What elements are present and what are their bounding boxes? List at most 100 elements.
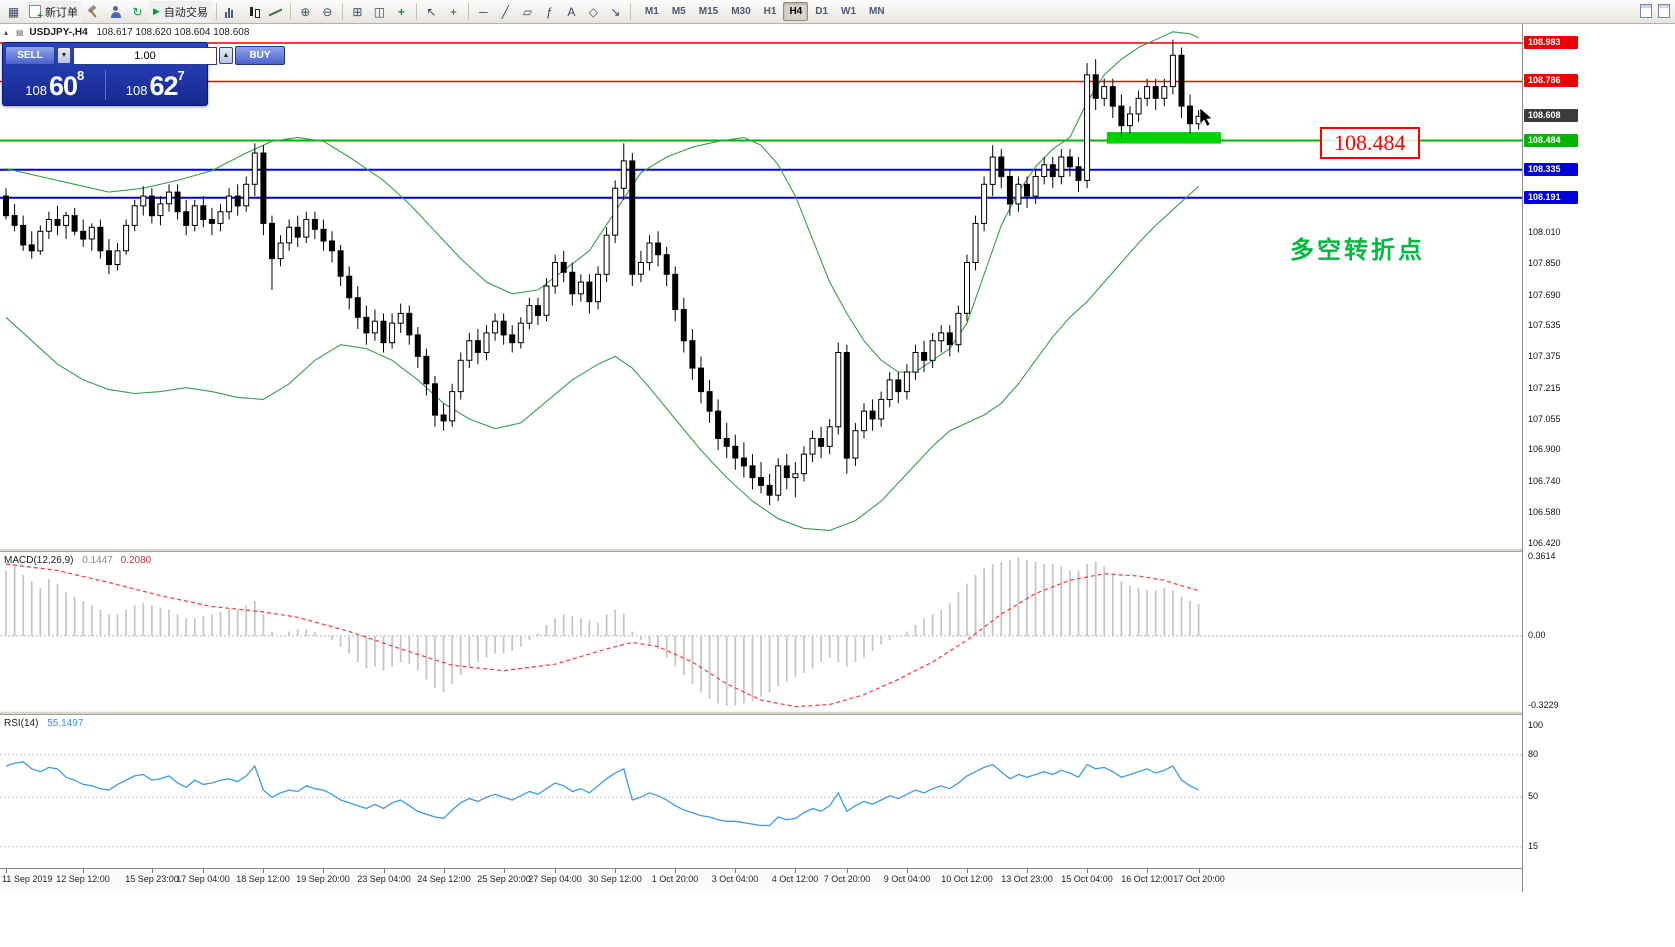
timeframe-button-MN[interactable]: MN [869,6,885,17]
timeframe-button-M30[interactable]: M30 [731,6,751,17]
time-label: 17 Oct 20:00 [1173,874,1225,884]
timeframe-group: M1 M5 M15 M30 H1 H4 D1 W1 MN [639,2,891,21]
buy-button[interactable]: BUY [235,46,285,65]
price-scale[interactable]: 108.010 107.850 107.690 107.535 107.375 107.2… [1522,24,1578,892]
symbol-icon: ▤ [16,28,24,37]
hammer-icon [87,5,100,18]
price-scale-tick: 107.375 [1528,351,1561,362]
rsi-svg[interactable] [0,715,1522,868]
time-tick [83,869,84,873]
toolbar-separator [467,3,469,20]
time-tick [152,869,153,873]
tile-windows-button[interactable]: ◫ [373,4,386,19]
trendline-tool-button[interactable]: ╱ [501,4,510,19]
time-tick [847,869,848,873]
crosshair-tool-button[interactable]: + [449,4,457,19]
channel-tool-button[interactable]: ▱ [522,4,533,19]
timeframe-button-M5[interactable]: M5 [671,6,686,17]
time-tick [615,869,616,873]
volume-input[interactable] [73,46,217,65]
time-label: 19 Sep 20:00 [296,874,350,884]
time-label: 4 Oct 12:00 [771,874,819,884]
panel-splitter[interactable] [0,548,1578,552]
zoom-out-button[interactable]: ⊖ [322,4,333,19]
sell-price[interactable]: 108 60 8 [5,67,105,103]
macd-header: MACD(12,26,9) 0.1447 0.2080 [4,555,151,566]
auto-trading-button[interactable]: ▶ 自动交易 [149,1,212,22]
time-tick [675,869,676,873]
time-label: 12 Sep 12:00 [56,874,110,884]
price-scale-tick: 106.740 [1528,475,1561,486]
timeframe-button-H4[interactable]: H4 [783,2,809,21]
volume-increase-button[interactable]: ▲ [219,47,233,64]
price-annotation-box[interactable]: 108.484 [1320,127,1420,159]
macd-svg[interactable] [0,552,1522,711]
horizontal-line-tool-button[interactable]: ─ [479,4,488,19]
turning-point-note[interactable]: 多空转折点 [1290,237,1425,264]
new-order-button[interactable]: 新订单 [25,1,82,22]
macd-signal-line [5,563,1199,708]
grid-button[interactable]: ⊞ [352,4,363,19]
cursor-tool-button[interactable]: ↖ [426,4,437,19]
timeframe-button-W1[interactable]: W1 [841,6,857,17]
price-line-label-108.983: 108.983 [1524,35,1578,49]
workspace-empty-area [1578,24,1675,947]
bollinger-lower-band [5,185,1199,531]
toolbar-separator [341,3,343,20]
panel-splitter[interactable] [0,711,1578,715]
candlestick-mode-button[interactable] [243,1,264,22]
price-scale-tick: 106.580 [1528,506,1561,517]
macd-histogram [5,557,1200,706]
timeframe-button-H1[interactable]: H1 [763,6,777,17]
line-chart-icon [269,6,282,17]
new-window-icon[interactable] [1658,4,1670,18]
line-chart-mode-button[interactable] [265,1,286,22]
time-tick [263,869,264,873]
add-indicator-button[interactable]: + [397,4,405,19]
chart-window-icon[interactable]: ▦ [7,4,20,19]
chart-header: ▤ USDJPY-,H4 108.617 108.620 108.604 108… [16,27,249,38]
refresh-button[interactable]: ↻ [132,4,143,19]
price-scale-tick: 106.900 [1528,444,1561,455]
macd-scale-tick: -0.3229 [1528,700,1559,711]
shapes-tool-button[interactable]: ◇ [588,4,599,19]
price-scale-tick: 107.535 [1528,320,1561,331]
time-tick [735,869,736,873]
time-tick [203,869,204,873]
time-label: 3 Oct 04:00 [711,874,759,884]
toolbar-separator [415,3,417,20]
rsi-panel: RSI(14) 55.1497 [0,715,1522,868]
current-price-badge: 108.608 [1524,109,1578,123]
price-chart-panel: ▴ ▤ USDJPY-,H4 108.617 108.620 108.604 1… [0,24,1522,548]
text-tool-button[interactable]: A [567,4,576,19]
person-icon [110,5,122,18]
timeframe-button-M15[interactable]: M15 [698,6,719,17]
zoom-in-button[interactable]: ⊕ [300,4,311,19]
one-click-collapse-icon[interactable]: ▴ [4,28,9,37]
fibonacci-tool-button[interactable]: ƒ [546,4,553,19]
highlight-zone[interactable] [1106,132,1221,144]
time-label: 1 Oct 20:00 [651,874,699,884]
bar-chart-mode-button[interactable] [221,1,242,22]
time-scale[interactable]: 11 Sep 2019 12 Sep 12:00 15 Sep 23:00 17 Se… [0,868,1578,892]
time-tick [444,869,445,873]
rsi-scale-tick: 50 [1528,791,1539,802]
profile-button[interactable] [105,1,126,22]
metaeditor-button[interactable] [83,1,104,22]
arrow-tool-button[interactable]: ↘ [610,4,621,19]
timeframe-button-M1[interactable]: M1 [644,6,659,17]
buy-price[interactable]: 108 62 7 [106,67,206,103]
candlestick-icon [247,6,260,18]
time-label: 7 Oct 20:00 [823,874,871,884]
time-tick [1147,869,1148,873]
one-click-trading-panel: SELL ▼ ▲ BUY 108 60 8 108 62 7 [2,42,285,106]
price-scale-tick: 107.690 [1528,289,1561,300]
ohlc-values: 108.617 108.620 108.604 108.608 [96,27,250,38]
price-chart-svg[interactable] [0,24,1522,548]
timeframe-button-D1[interactable]: D1 [815,6,829,17]
restore-window-icon[interactable] [1640,4,1652,18]
sell-button[interactable]: SELL [5,46,55,65]
rsi-value: 55.1497 [47,718,84,729]
time-label: 25 Sep 20:00 [477,874,531,884]
volume-decrease-button[interactable]: ▼ [57,47,71,64]
